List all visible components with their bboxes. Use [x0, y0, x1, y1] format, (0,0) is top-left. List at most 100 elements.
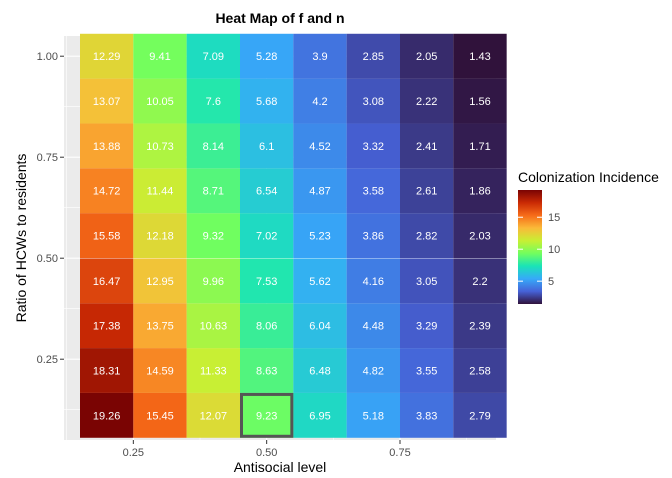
cell-value-label: 4.2: [312, 96, 327, 108]
x-axis-ticks: 0.25 0.50 0.75: [123, 440, 411, 459]
heatmap-cell: [240, 213, 294, 258]
legend-colorbar: [518, 190, 542, 304]
heatmap-cell: [133, 392, 187, 438]
heatmap-cell: [346, 33, 400, 79]
cell-value-label: 1.56: [469, 96, 490, 108]
cell-value-label: 16.47: [93, 276, 121, 288]
heatmap-cell: [240, 33, 294, 79]
legend-tick-label: 5: [548, 276, 554, 288]
cell-value-label: 3.08: [363, 96, 384, 108]
cell-value-label: 4.87: [309, 186, 330, 198]
heatmap-cell: [240, 168, 294, 214]
heatmap-cell: [453, 258, 507, 304]
heatmap-cell: [293, 78, 347, 124]
heatmap-cell: [346, 123, 400, 169]
heatmap-cell: [240, 78, 294, 124]
y-tick-label: 1.00: [37, 51, 58, 63]
heatmap-cell: [453, 78, 507, 124]
heatmap-cell: [346, 348, 400, 393]
cell-value-label: 15.45: [146, 410, 174, 422]
cell-value-label: 12.18: [146, 231, 174, 243]
cell-value-label: 5.28: [256, 51, 277, 63]
heatmap-cell: [240, 392, 294, 438]
cell-value-label: 5.62: [309, 276, 330, 288]
y-tick-label: 0.50: [37, 253, 58, 265]
heatmap-cell: [293, 123, 347, 169]
cell-value-label: 13.75: [146, 321, 174, 333]
heatmap-cells: [80, 33, 507, 438]
heatmap-cell: [453, 33, 507, 79]
cell-value-label: 2.85: [363, 51, 384, 63]
cell-value-label: 3.55: [416, 366, 437, 378]
heatmap-cell: [400, 213, 454, 258]
heatmap-cell: [453, 392, 507, 438]
cell-value-label: 2.41: [416, 141, 437, 153]
heatmap-cell: [293, 303, 347, 349]
cell-value-label: 6.48: [309, 366, 330, 378]
cell-value-label: 12.29: [93, 51, 121, 63]
cell-value-label: 9.32: [203, 231, 224, 243]
heatmap-cell: [400, 348, 454, 393]
heatmap-cell: [186, 303, 240, 349]
y-axis-title: Ratio of HCWs to residents: [13, 154, 29, 323]
cell-value-label: 6.95: [309, 410, 330, 422]
heatmap-cell: [133, 258, 187, 304]
x-tick-label: 0.75: [389, 447, 410, 459]
cell-value-label: 9.96: [203, 276, 224, 288]
heatmap-cell: [80, 303, 134, 349]
heatmap-cell: [400, 123, 454, 169]
heatmap-cell: [293, 33, 347, 79]
cell-value-label: 14.59: [146, 366, 174, 378]
heatmap-cell: [400, 78, 454, 124]
heatmap-cell: [293, 258, 347, 304]
cell-value-label: 2.79: [469, 410, 490, 422]
heatmap-cell: [400, 33, 454, 79]
cell-value-label: 9.23: [256, 410, 277, 422]
cell-value-label: 9.41: [149, 51, 170, 63]
heatmap-cell: [133, 123, 187, 169]
cell-value-label: 3.32: [363, 141, 384, 153]
cell-value-label: 7.09: [203, 51, 224, 63]
cell-value-label: 7.53: [256, 276, 277, 288]
cell-value-label: 6.54: [256, 186, 277, 198]
heatmap-cell: [186, 258, 240, 304]
heatmap-cell: [346, 392, 400, 438]
heatmap-cell: [453, 348, 507, 393]
cell-value-label: 4.16: [363, 276, 384, 288]
heatmap-cell: [80, 348, 134, 393]
y-axis-ticks: 0.25 0.50 0.75 1.00: [37, 51, 64, 366]
cell-value-label: 7.6: [206, 96, 221, 108]
heatmap-cell: [133, 168, 187, 214]
cell-value-label: 11.33: [200, 366, 227, 378]
cell-value-label: 6.04: [309, 321, 330, 333]
cell-value-label: 2.03: [469, 231, 490, 243]
heatmap-cell: [453, 123, 507, 169]
y-tick-label: 0.75: [37, 152, 58, 164]
heatmap-cell: [346, 213, 400, 258]
cell-value-label: 19.26: [93, 410, 121, 422]
x-tick-label: 0.25: [123, 447, 144, 459]
cell-value-label: 15.58: [93, 231, 121, 243]
cell-value-label: 8.14: [203, 141, 224, 153]
cell-value-label: 3.86: [363, 231, 384, 243]
heatmap-cell: [80, 258, 134, 304]
highlighted-cell-outline: [240, 392, 294, 438]
heatmap-cell: [186, 392, 240, 438]
chart-title: Heat Map of f and n: [215, 10, 344, 26]
heatmap-cell: [453, 168, 507, 214]
cell-value-label: 2.82: [416, 231, 437, 243]
cell-value-label: 2.05: [416, 51, 437, 63]
heatmap-cell: [133, 348, 187, 393]
cell-value-label: 1.43: [469, 51, 490, 63]
heatmap-cell: [293, 392, 347, 438]
legend-tick-label: 15: [548, 212, 560, 224]
cell-labels: 19.26 15.45 12.07 9.23 6.95 5.18 3.83 2.79 18.31…: [93, 51, 491, 422]
heatmap-cell: [346, 258, 400, 304]
heatmap-cell: [400, 168, 454, 214]
legend: Colonization Incidence 15 10 5: [518, 169, 659, 304]
highlight-layer: [240, 392, 294, 438]
cell-value-label: 2.39: [469, 321, 490, 333]
heatmap-cell: [346, 303, 400, 349]
cell-value-label: 7.02: [256, 231, 277, 243]
